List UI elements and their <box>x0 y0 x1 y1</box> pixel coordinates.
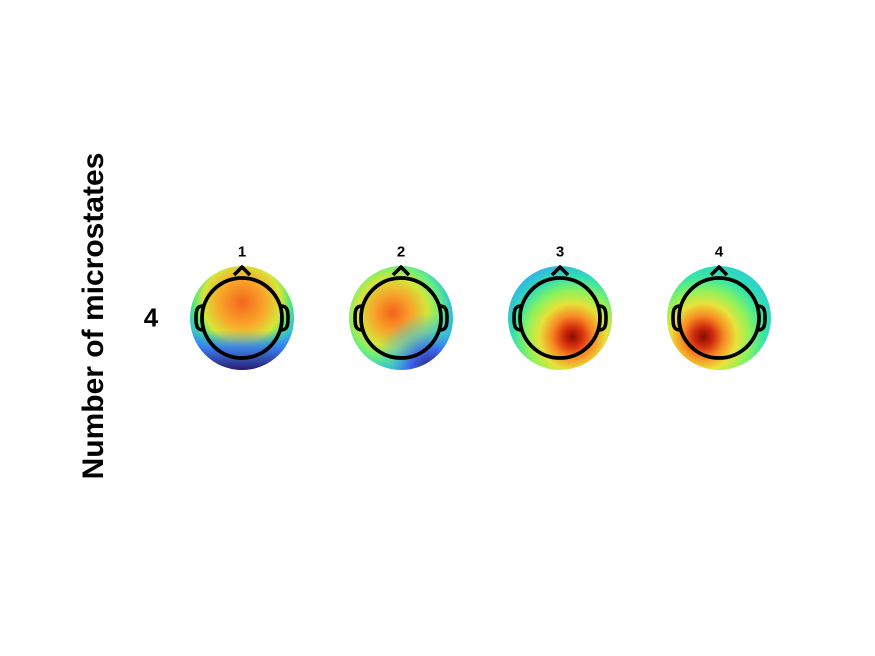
topomap-2 <box>349 265 453 370</box>
map-1-title: 1 <box>237 243 247 261</box>
topomap-3 <box>508 265 612 370</box>
topomap-4 <box>667 265 771 370</box>
row-label: 4 <box>143 302 159 333</box>
map-3-title: 3 <box>555 243 565 261</box>
topomap-1 <box>190 265 294 370</box>
map-2-title: 2 <box>396 243 406 261</box>
map-4-title: 4 <box>714 243 724 261</box>
